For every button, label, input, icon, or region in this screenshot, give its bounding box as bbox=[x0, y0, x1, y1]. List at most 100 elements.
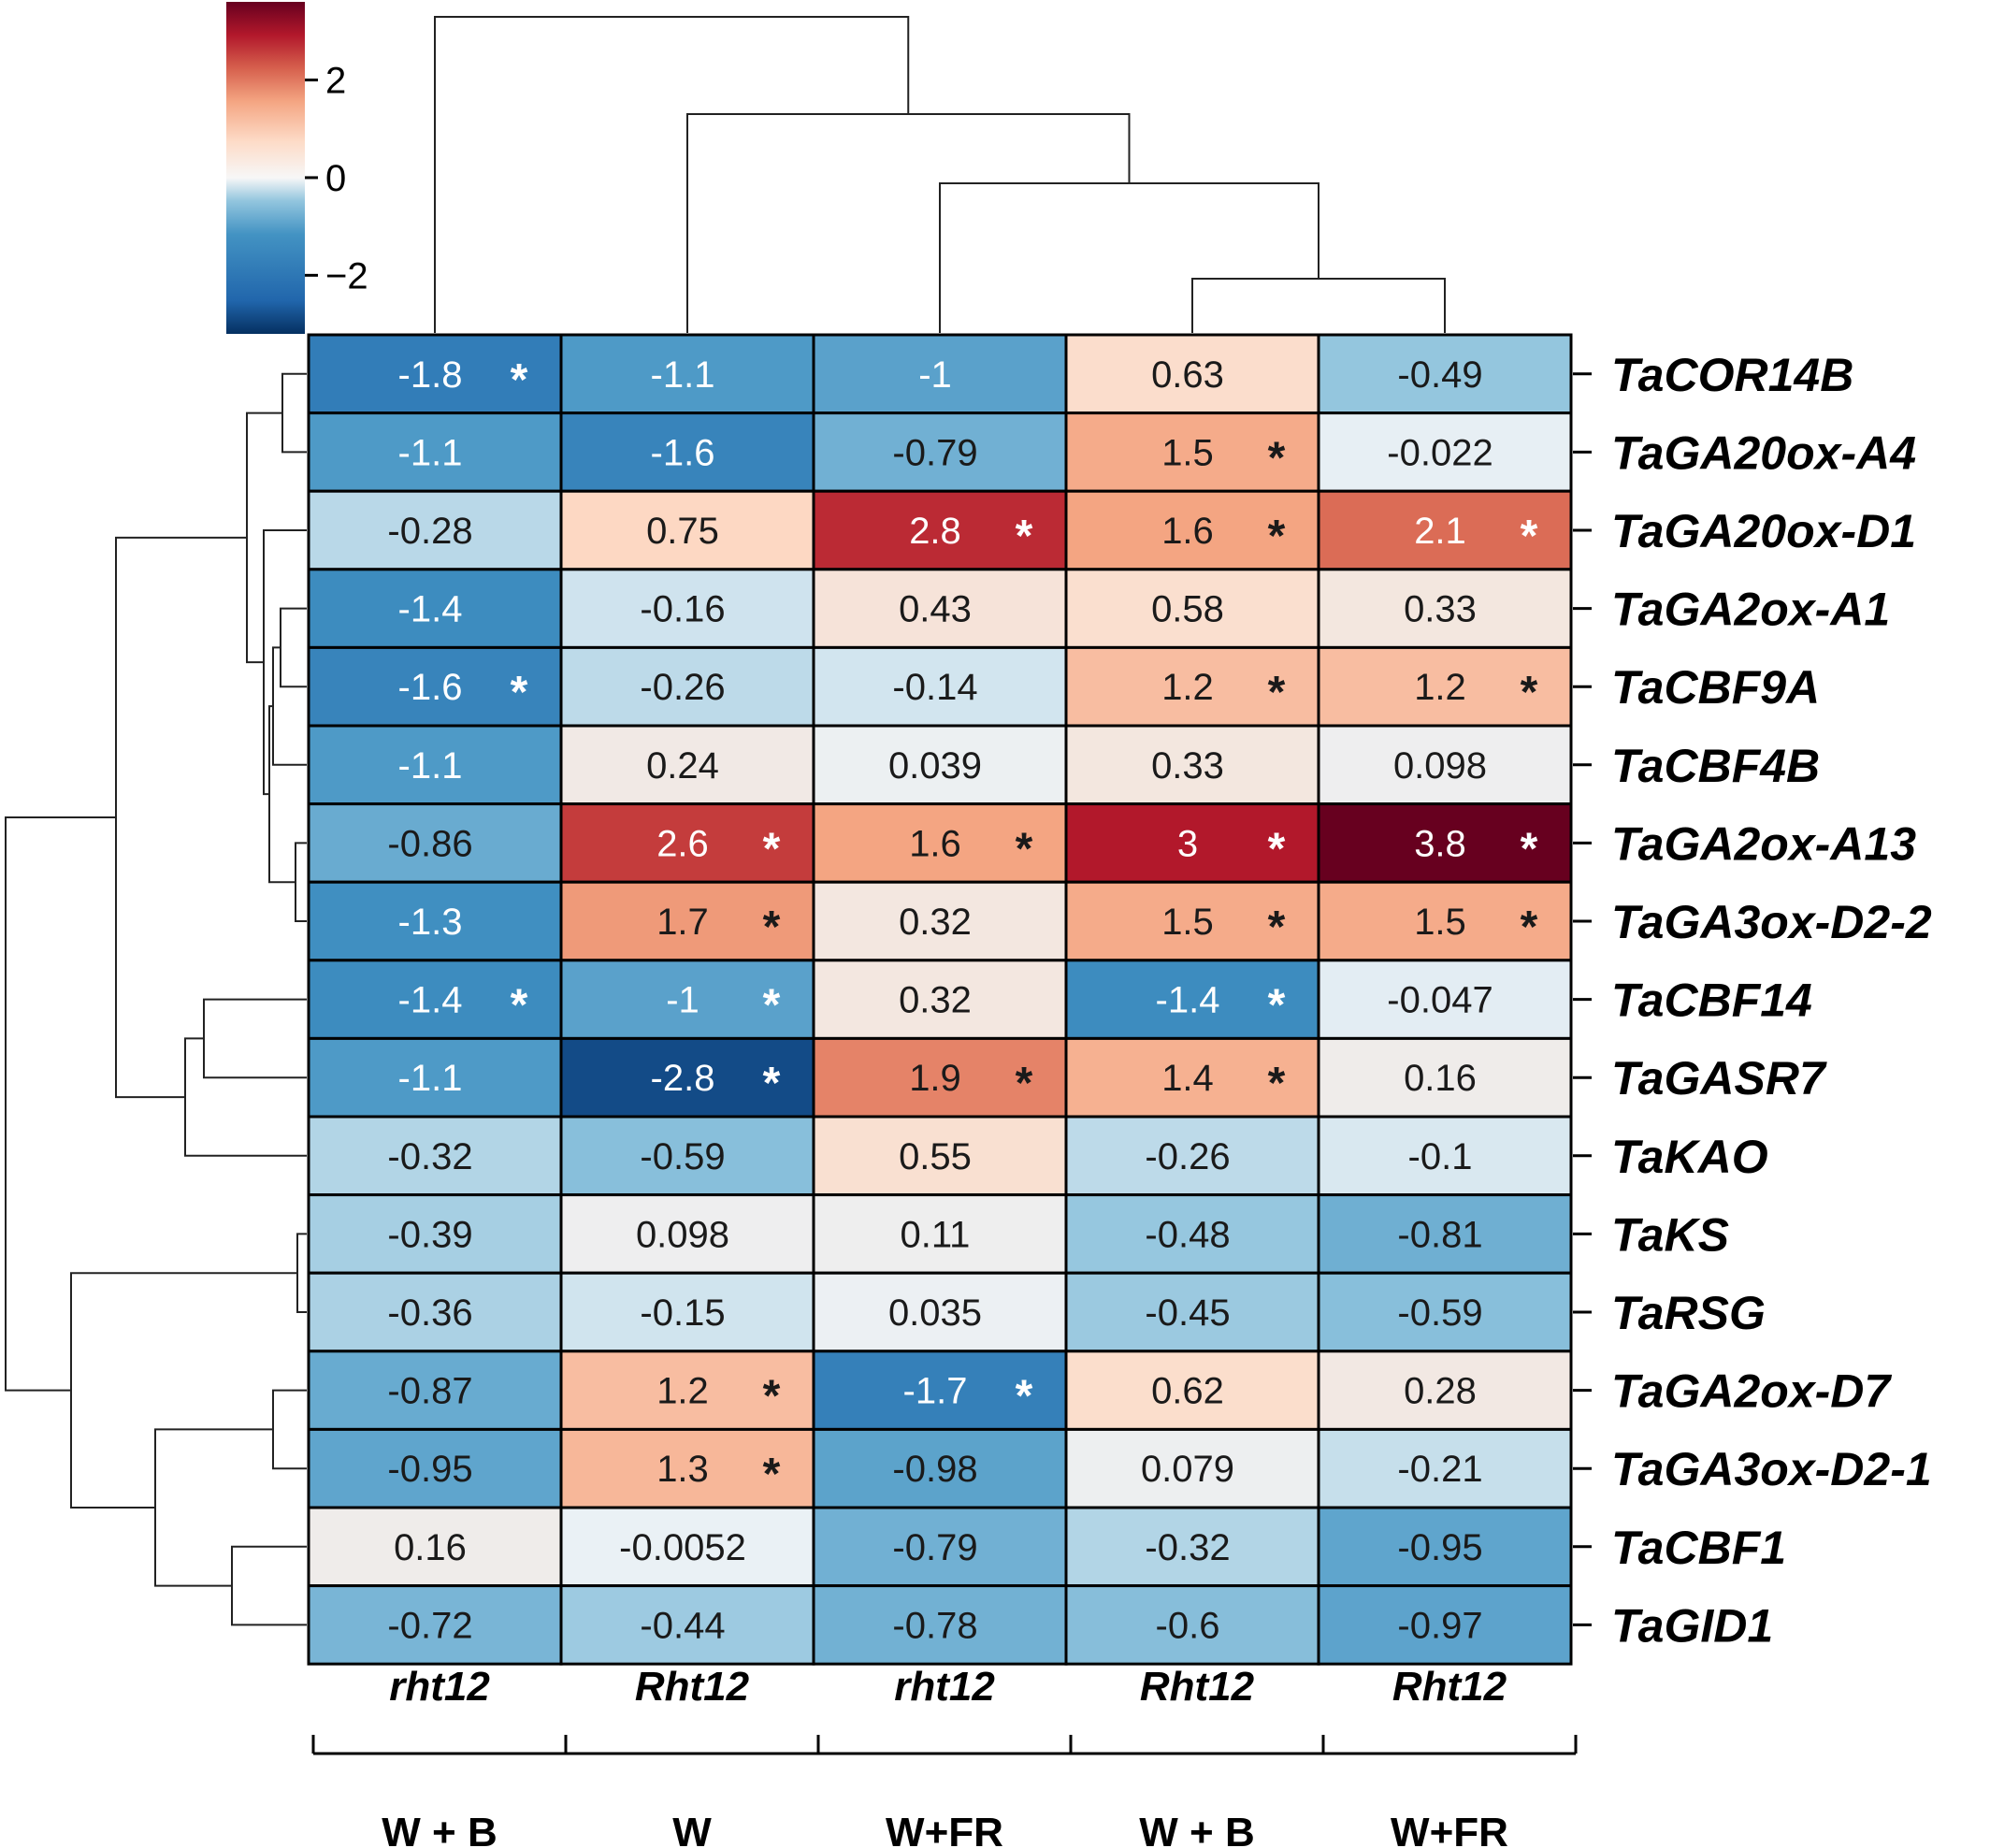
dendrogram-branch bbox=[295, 842, 307, 922]
heatmap-cell bbox=[1064, 1036, 1320, 1119]
dendrogram-branch bbox=[686, 113, 1131, 333]
cell-value-label: -0.36 bbox=[387, 1292, 472, 1334]
column-dendrogram bbox=[434, 16, 1446, 333]
heatmap-cell bbox=[559, 1271, 815, 1353]
cell-value-label: -0.44 bbox=[640, 1605, 725, 1646]
cell-value-label: -1.6 bbox=[398, 667, 463, 708]
gene-label: TaGA3ox-D2-2 bbox=[1611, 896, 1932, 948]
significance-marker: * bbox=[1521, 668, 1538, 717]
cell-value-label: -0.32 bbox=[387, 1136, 472, 1177]
heatmap-cell bbox=[307, 1427, 563, 1509]
heatmap-cell bbox=[559, 1115, 815, 1197]
cell-value-label: -2.8 bbox=[651, 1058, 715, 1099]
cell-value-label: 0.098 bbox=[1393, 745, 1487, 787]
heatmap-cell bbox=[1064, 1506, 1320, 1588]
cell-value-label: 1.5 bbox=[1161, 902, 1214, 943]
dendrogram-branch bbox=[280, 607, 307, 688]
cell-value-label: -1 bbox=[918, 354, 952, 396]
cell-value-label: -1.6 bbox=[651, 432, 715, 473]
heatmap-cell bbox=[1317, 1350, 1573, 1431]
dendrogram-branch bbox=[281, 372, 307, 454]
cell-value-label: -0.21 bbox=[1397, 1449, 1482, 1490]
dendrogram-branch bbox=[70, 1272, 297, 1509]
heatmap-cell bbox=[1064, 333, 1320, 415]
cell-value-label: -0.95 bbox=[387, 1449, 472, 1490]
cell-value-label: -0.28 bbox=[387, 511, 472, 552]
heatmap-cell bbox=[1064, 1427, 1320, 1509]
cell-value-label: 0.32 bbox=[899, 902, 972, 943]
cell-value-label: -0.39 bbox=[387, 1214, 472, 1255]
heatmap-cell bbox=[812, 1584, 1068, 1666]
heatmap-cell bbox=[559, 802, 815, 884]
cell-value-label: -0.59 bbox=[1397, 1292, 1482, 1334]
heatmap-cell bbox=[812, 802, 1068, 884]
heatmap-cell bbox=[812, 959, 1068, 1040]
heatmap-cell bbox=[307, 411, 563, 493]
dendrogram-branch bbox=[203, 998, 307, 1079]
cell-value-label: 0.098 bbox=[636, 1214, 729, 1255]
heatmap-cell bbox=[307, 1350, 563, 1431]
heatmap-cell bbox=[812, 645, 1068, 728]
cell-value-label: 1.5 bbox=[1161, 432, 1214, 473]
heatmap-cell bbox=[812, 1115, 1068, 1197]
genotype-label: Rht12 bbox=[1140, 1664, 1255, 1710]
heatmap-cell bbox=[1317, 333, 1573, 415]
cell-value-label: 1.4 bbox=[1161, 1058, 1214, 1099]
cell-value-label: 0.32 bbox=[899, 980, 972, 1021]
cell-value-label: -1.4 bbox=[398, 980, 463, 1021]
heatmap-cell bbox=[812, 489, 1068, 571]
gene-label: TaCBF9A bbox=[1611, 661, 1820, 714]
cell-value-label: -0.16 bbox=[640, 589, 725, 630]
heatmap-cell bbox=[307, 568, 563, 649]
cell-value-label: 0.079 bbox=[1141, 1449, 1234, 1490]
cell-value-label: 1.6 bbox=[909, 823, 961, 864]
cell-value-label: -0.1 bbox=[1408, 1136, 1473, 1177]
heatmap-cell bbox=[307, 880, 563, 962]
cell-value-label: -0.72 bbox=[387, 1605, 472, 1646]
row-labels: TaCOR14B TaGA20ox-A4 TaGA20ox-D1 TaGA2ox-A1… bbox=[1573, 349, 1932, 1652]
significance-marker: * bbox=[1521, 824, 1538, 873]
heatmap-cell bbox=[559, 333, 815, 415]
heatmap-cell bbox=[1064, 802, 1320, 884]
gene-label: TaCBF1 bbox=[1611, 1522, 1786, 1574]
cell-value-label: -0.0052 bbox=[619, 1527, 746, 1568]
significance-marker: * bbox=[1016, 824, 1033, 873]
gene-label: TaGA20ox-D1 bbox=[1611, 505, 1916, 557]
heatmap-cell bbox=[1317, 724, 1573, 806]
heatmap-cell bbox=[812, 1350, 1068, 1431]
significance-marker: * bbox=[763, 1372, 781, 1422]
significance-marker: * bbox=[1268, 902, 1286, 952]
heatmap-cell bbox=[307, 1193, 563, 1275]
cell-value-label: -1.8 bbox=[398, 354, 463, 396]
cell-value-label: 1.5 bbox=[1414, 902, 1466, 943]
cell-value-label: -1.4 bbox=[1156, 980, 1220, 1021]
significance-marker: * bbox=[763, 824, 781, 873]
gene-label: TaGID1 bbox=[1611, 1599, 1773, 1652]
cell-value-label: 3.8 bbox=[1414, 823, 1466, 864]
cell-value-label: 0.75 bbox=[646, 511, 719, 552]
cell-value-label: 0.33 bbox=[1151, 745, 1224, 787]
heatmap-cell bbox=[1317, 959, 1573, 1040]
cell-value-label: -0.26 bbox=[640, 667, 725, 708]
heatmap-cell bbox=[1317, 1584, 1573, 1666]
significance-marker: * bbox=[763, 902, 781, 952]
cell-value-label: 1.7 bbox=[656, 902, 709, 943]
cell-value-label: -1.1 bbox=[398, 745, 463, 787]
cell-value-label: 1.2 bbox=[656, 1371, 709, 1412]
cell-value-label: -0.87 bbox=[387, 1371, 472, 1412]
heatmap-cell bbox=[1064, 1350, 1320, 1431]
dendrogram-branch bbox=[434, 16, 910, 333]
heatmap-cell bbox=[1317, 1193, 1573, 1275]
heatmap-cell bbox=[1064, 1193, 1320, 1275]
cell-value-label: 1.2 bbox=[1161, 667, 1214, 708]
condition-label: W+FR bbox=[886, 1810, 1003, 1848]
heatmap-cell bbox=[307, 489, 563, 571]
cell-value-label: -0.047 bbox=[1387, 980, 1492, 1021]
cell-value-label: -0.6 bbox=[1156, 1605, 1220, 1646]
dendrogram-branch bbox=[272, 1389, 307, 1470]
dendrogram-branch bbox=[231, 1545, 307, 1626]
dendrogram-branch bbox=[272, 646, 307, 766]
gene-label: TaGA20ox-A4 bbox=[1611, 426, 1916, 479]
condition-label: W+FR bbox=[1391, 1810, 1508, 1848]
